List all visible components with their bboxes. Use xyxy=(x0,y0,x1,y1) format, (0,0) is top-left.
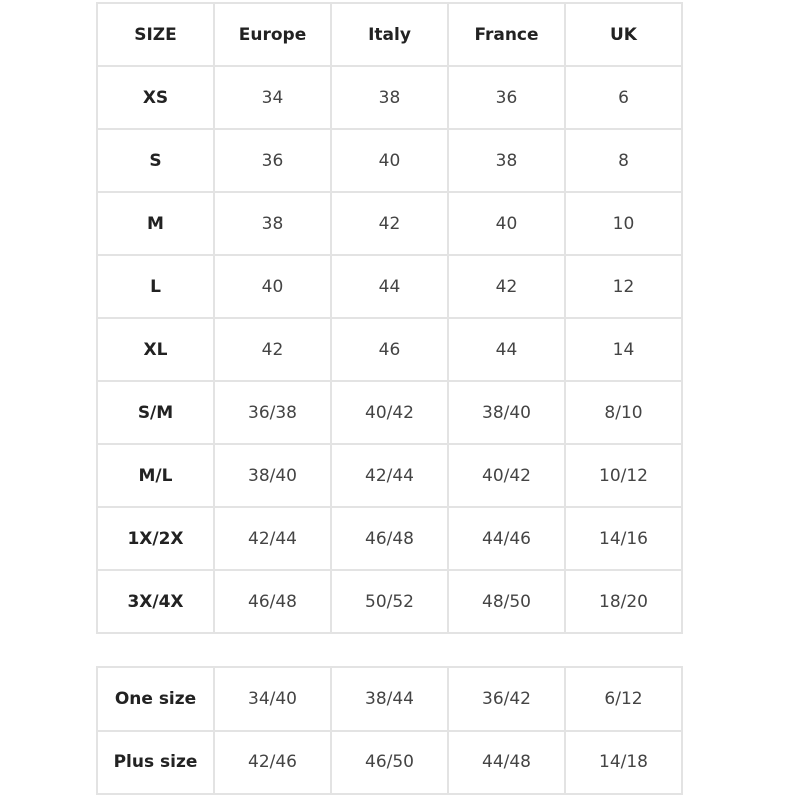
size-value-cell: 42 xyxy=(447,254,566,319)
size-value-cell: 46/50 xyxy=(330,729,449,795)
size-value-cell: 44/46 xyxy=(447,506,566,571)
size-value-cell: 42/44 xyxy=(213,506,332,571)
size-label-cell: XS xyxy=(96,65,215,130)
size-value-cell: 34 xyxy=(213,65,332,130)
size-label-cell: One size xyxy=(96,666,215,732)
size-value-cell: 14/16 xyxy=(564,506,683,571)
size-value-cell: 38/44 xyxy=(330,666,449,732)
size-value-cell: 8 xyxy=(564,128,683,193)
size-value-cell: 10 xyxy=(564,191,683,256)
size-value-cell: 38 xyxy=(447,128,566,193)
column-header: France xyxy=(447,2,566,67)
size-value-cell: 40 xyxy=(213,254,332,319)
size-value-cell: 46/48 xyxy=(330,506,449,571)
size-label-cell: S xyxy=(96,128,215,193)
size-chart-table: SIZE Europe Italy France UK XS 34 38 36 6 S 36 40 38… xyxy=(96,2,683,634)
size-value-cell: 42 xyxy=(330,191,449,256)
size-value-cell: 38 xyxy=(213,191,332,256)
size-value-cell: 36 xyxy=(213,128,332,193)
size-label-cell: M xyxy=(96,191,215,256)
special-sizes-table: One size 34/40 38/44 36/42 6/12 Plus size 42/4… xyxy=(96,666,683,795)
table-row: 1X/2X 42/44 46/48 44/46 14/16 xyxy=(96,506,683,571)
column-header: Italy xyxy=(330,2,449,67)
size-value-cell: 44/48 xyxy=(447,729,566,795)
size-value-cell: 18/20 xyxy=(564,569,683,634)
size-value-cell: 40 xyxy=(447,191,566,256)
size-label-cell: L xyxy=(96,254,215,319)
size-value-cell: 36 xyxy=(447,65,566,130)
column-header: Europe xyxy=(213,2,332,67)
size-value-cell: 40/42 xyxy=(330,380,449,445)
size-label-cell: 1X/2X xyxy=(96,506,215,571)
size-label-cell: 3X/4X xyxy=(96,569,215,634)
size-value-cell: 38/40 xyxy=(447,380,566,445)
table-row: L 40 44 42 12 xyxy=(96,254,683,319)
size-value-cell: 42/46 xyxy=(213,729,332,795)
table-row: One size 34/40 38/44 36/42 6/12 xyxy=(96,666,683,732)
size-value-cell: 42/44 xyxy=(330,443,449,508)
size-value-cell: 34/40 xyxy=(213,666,332,732)
table-row: Plus size 42/46 46/50 44/48 14/18 xyxy=(96,729,683,795)
size-label-cell: Plus size xyxy=(96,729,215,795)
size-value-cell: 8/10 xyxy=(564,380,683,445)
size-value-cell: 50/52 xyxy=(330,569,449,634)
size-value-cell: 12 xyxy=(564,254,683,319)
size-value-cell: 6 xyxy=(564,65,683,130)
size-value-cell: 36/42 xyxy=(447,666,566,732)
size-value-cell: 14 xyxy=(564,317,683,382)
size-value-cell: 48/50 xyxy=(447,569,566,634)
size-value-cell: 14/18 xyxy=(564,729,683,795)
size-label-cell: XL xyxy=(96,317,215,382)
table-row: XS 34 38 36 6 xyxy=(96,65,683,130)
table-row: M/L 38/40 42/44 40/42 10/12 xyxy=(96,443,683,508)
size-value-cell: 6/12 xyxy=(564,666,683,732)
size-value-cell: 38/40 xyxy=(213,443,332,508)
size-value-cell: 46/48 xyxy=(213,569,332,634)
table-row: XL 42 46 44 14 xyxy=(96,317,683,382)
size-value-cell: 46 xyxy=(330,317,449,382)
column-header: SIZE xyxy=(96,2,215,67)
size-value-cell: 10/12 xyxy=(564,443,683,508)
size-value-cell: 38 xyxy=(330,65,449,130)
column-header: UK xyxy=(564,2,683,67)
size-value-cell: 36/38 xyxy=(213,380,332,445)
size-value-cell: 40 xyxy=(330,128,449,193)
size-value-cell: 40/42 xyxy=(447,443,566,508)
table-header-row: SIZE Europe Italy France UK xyxy=(96,2,683,67)
size-label-cell: M/L xyxy=(96,443,215,508)
table-row: 3X/4X 46/48 50/52 48/50 18/20 xyxy=(96,569,683,634)
size-label-cell: S/M xyxy=(96,380,215,445)
size-value-cell: 42 xyxy=(213,317,332,382)
table-row: S 36 40 38 8 xyxy=(96,128,683,193)
table-row: S/M 36/38 40/42 38/40 8/10 xyxy=(96,380,683,445)
table-row: M 38 42 40 10 xyxy=(96,191,683,256)
size-value-cell: 44 xyxy=(447,317,566,382)
size-value-cell: 44 xyxy=(330,254,449,319)
